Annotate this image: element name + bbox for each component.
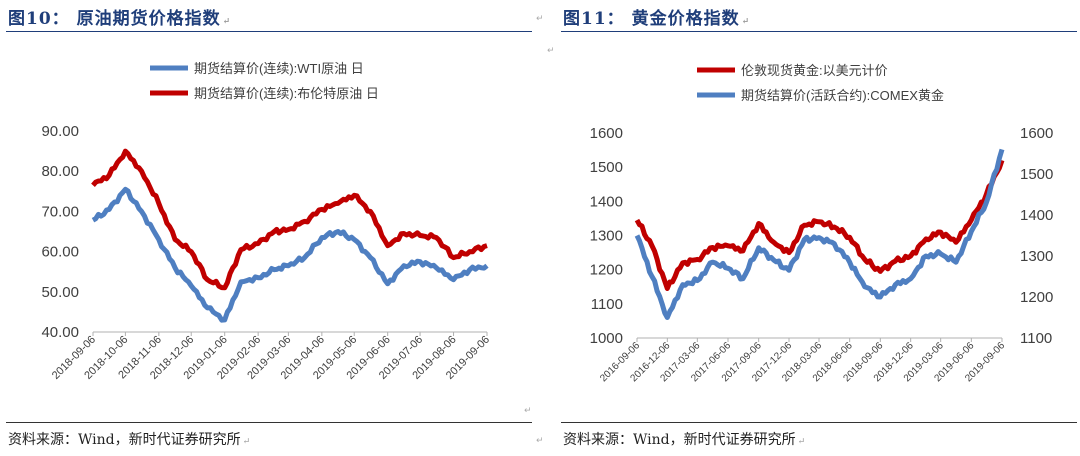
y2-tick-label: 1600 bbox=[1020, 125, 1053, 142]
y2-tick-label: 1500 bbox=[1020, 166, 1053, 183]
series-line-1 bbox=[634, 148, 1005, 320]
y-tick-label: 90.00 bbox=[41, 123, 79, 140]
source-rule bbox=[561, 422, 1077, 423]
legend-label: 期货结算价(连续):WTI原油 日 bbox=[194, 61, 364, 76]
source-text: 资料来源：Wind，新时代证券研究所 bbox=[563, 432, 796, 448]
series-line-1 bbox=[91, 148, 488, 291]
legend-label: 期货结算价(活跃合约):COMEX黄金 bbox=[741, 88, 944, 103]
crude-oil-chart: 90.0080.0070.0060.0050.0040.002018-09-06… bbox=[41, 61, 492, 382]
y-tick-label: 80.00 bbox=[41, 163, 79, 180]
y-tick-label: 1200 bbox=[590, 262, 623, 279]
paragraph-mark-icon: ↵ bbox=[741, 17, 751, 27]
title-rule bbox=[561, 31, 1077, 32]
paragraph-mark-icon: ↵ bbox=[536, 14, 544, 24]
figure-title-text: 图10： 原油期货价格指数 bbox=[8, 9, 221, 29]
y-tick-label: 1500 bbox=[590, 159, 623, 176]
paragraph-mark-icon: ↵ bbox=[536, 436, 544, 446]
figure-title: 图11： 黄金价格指数 ↵ bbox=[563, 4, 750, 29]
y-tick-label: 70.00 bbox=[41, 203, 79, 220]
y-tick-label: 1100 bbox=[591, 296, 623, 313]
paragraph-mark-icon: ↵ bbox=[222, 17, 232, 27]
paragraph-mark-icon: ↵ bbox=[797, 437, 806, 447]
panel-crude-oil: 图10： 原油期货价格指数 ↵ 90.00 80.00 70.00 60.00 50.00… bbox=[6, 4, 544, 449]
figure-title: 图10： 原油期货价格指数 ↵ bbox=[8, 4, 231, 29]
figure-title-text: 图11： 黄金价格指数 bbox=[563, 9, 740, 29]
source-text: 资料来源：Wind，新时代证券研究所 bbox=[8, 432, 241, 448]
y-tick-label: 40.00 bbox=[41, 324, 79, 341]
y-tick-label: 1600 bbox=[590, 125, 623, 142]
paragraph-mark-icon: ↵ bbox=[547, 46, 555, 56]
legend-label: 期货结算价(连续):布伦特原油 日 bbox=[194, 86, 379, 101]
y-tick-label: 1300 bbox=[590, 228, 623, 245]
paragraph-mark-icon: ↵ bbox=[524, 406, 532, 416]
source-note: 资料来源：Wind，新时代证券研究所 ↵ bbox=[8, 429, 250, 449]
y2-tick-label: 1200 bbox=[1020, 289, 1053, 306]
source-note: 资料来源：Wind，新时代证券研究所 ↵ bbox=[563, 429, 805, 449]
y2-tick-label: 1100 bbox=[1020, 330, 1052, 347]
gold-chart: 1600 1500 1400 1300 1200 1100 1000 1600 1500 1400… bbox=[590, 63, 1054, 384]
y-tick-label: 50.00 bbox=[41, 284, 79, 301]
y-tick-label: 1400 bbox=[590, 193, 623, 210]
legend-label: 伦敦现货黄金:以美元计价 bbox=[741, 63, 888, 78]
panel-gold: 图11： 黄金价格指数 ↵ 1600 1500 1400 1300 1200 1100 100… bbox=[547, 0, 1080, 456]
paragraph-mark-icon: ↵ bbox=[242, 437, 251, 447]
y2-tick-label: 1300 bbox=[1020, 248, 1053, 265]
y2-tick-label: 1400 bbox=[1020, 207, 1053, 224]
series-line-0 bbox=[634, 159, 1005, 291]
series-line-0 bbox=[91, 186, 489, 323]
y-tick-label: 1000 bbox=[590, 330, 623, 347]
source-rule bbox=[6, 422, 532, 423]
y-tick-label: 60.00 bbox=[41, 244, 79, 261]
title-rule bbox=[6, 31, 532, 32]
